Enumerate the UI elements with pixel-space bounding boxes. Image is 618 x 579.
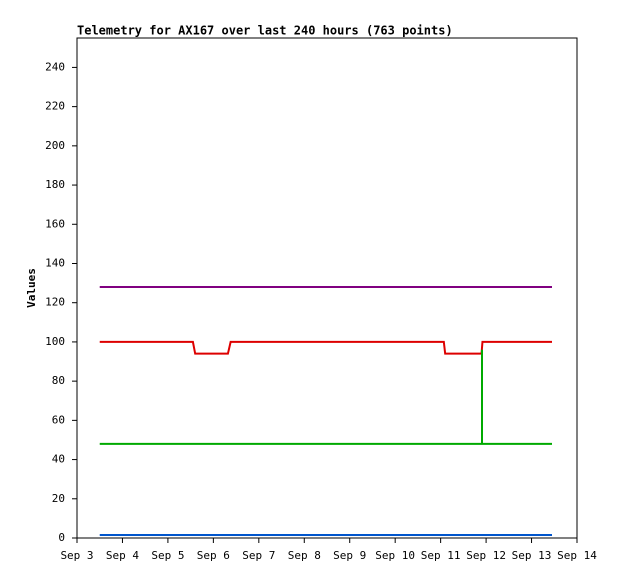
x-tick-label: Sep 11	[421, 549, 461, 562]
y-tick-label: 200	[45, 139, 65, 152]
series-line	[99, 340, 552, 355]
y-tick-label: 180	[45, 178, 65, 191]
y-tick-label: 0	[58, 531, 65, 544]
x-tick-label: Sep 13	[512, 549, 552, 562]
y-tick-label: 20	[52, 492, 65, 505]
y-tick-label: 40	[52, 453, 65, 466]
y-axis-label: Values	[25, 268, 38, 308]
y-tick-label: 240	[45, 60, 65, 73]
series-line	[99, 349, 552, 445]
y-tick-label: 120	[45, 296, 65, 309]
y-tick-label: 220	[45, 100, 65, 113]
y-tick-label: 60	[52, 413, 65, 426]
y-tick-label: 160	[45, 217, 65, 230]
y-tick-label: 140	[45, 256, 65, 269]
chart-title: Telemetry for AX167 over last 240 hours …	[77, 24, 453, 38]
x-tick-label: Sep 12	[466, 549, 506, 562]
x-tick-label: Sep 5	[151, 549, 184, 562]
x-tick-label: Sep 10	[375, 549, 415, 562]
x-tick-label: Sep 7	[242, 549, 275, 562]
x-tick-label: Sep 8	[288, 549, 321, 562]
x-tick-label: Sep 4	[106, 549, 139, 562]
plot-frame	[76, 37, 578, 539]
y-tick-label: 100	[45, 335, 65, 348]
x-tick-label: Sep 14	[557, 549, 597, 562]
x-tick-label: Sep 9	[333, 549, 366, 562]
y-tick-label: 80	[52, 374, 65, 387]
x-tick-label: Sep 6	[197, 549, 230, 562]
x-tick-label: Sep 3	[60, 549, 93, 562]
